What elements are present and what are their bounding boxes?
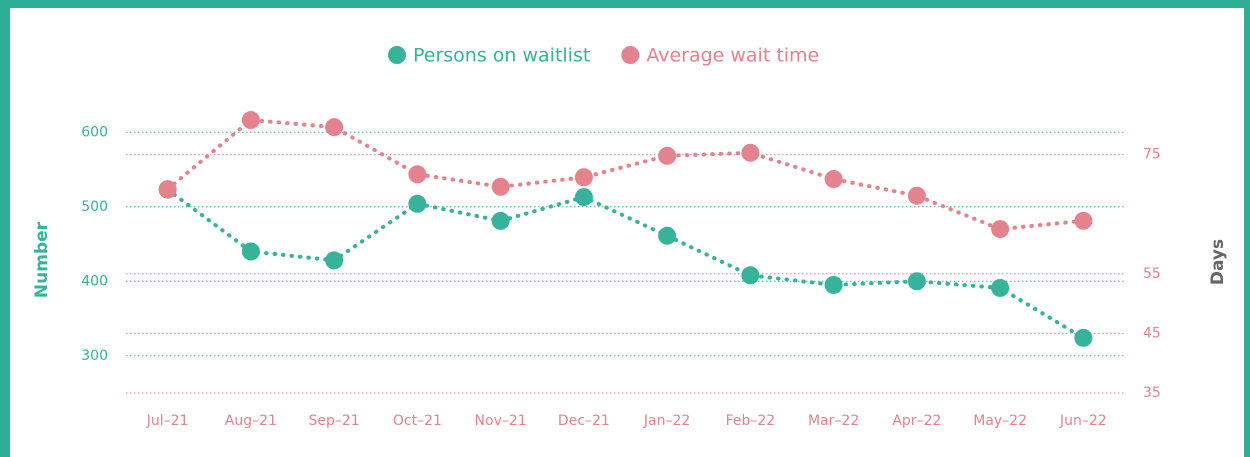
x-tick-label: Jan–22 [643,413,690,429]
data-point [991,278,1010,297]
series-line [165,117,1086,232]
x-tick-label: Feb–22 [726,413,776,429]
frame-left [0,0,10,457]
x-tick-label: Mar–22 [808,413,859,429]
data-point [824,275,843,294]
data-point [158,180,177,199]
y-axis-label: Number [32,221,52,298]
data-point [991,220,1010,239]
data-point [824,170,843,189]
data-point [741,143,760,162]
x-tick-label: Nov–21 [475,413,527,429]
data-point [491,177,510,196]
legend-label: Average wait time [646,45,819,67]
data-point [325,251,344,270]
y-tick-label: 500 [81,199,108,215]
frame-right [1244,0,1250,457]
y2-tick-label: 75 [1143,147,1161,163]
frame-top [0,0,1250,8]
legend-marker [388,46,406,64]
data-point [408,194,427,213]
x-tick-label: Dec–21 [558,413,610,429]
y2-tick-label: 55 [1143,266,1161,282]
data-point [741,266,760,285]
x-tick-label: Aug–21 [225,413,277,429]
y2-tick-label: 35 [1143,385,1161,401]
data-point [658,226,677,245]
data-point [907,186,926,205]
y2-tick-label: 45 [1143,325,1161,341]
x-tick-label: May–22 [973,413,1027,429]
y-tick-label: 400 [81,273,108,289]
y2-axis-label: Days [1208,239,1228,285]
x-tick-label: Jun–22 [1059,413,1107,429]
data-point [325,118,344,137]
legend-label: Persons on waitlist [413,45,590,67]
data-point [408,165,427,184]
data-point [907,272,926,291]
x-tick-label: Sep–21 [309,413,360,429]
data-point [491,211,510,230]
data-point [241,111,260,130]
y-tick-label: 600 [81,124,108,140]
legend-marker [621,46,640,64]
data-point [1074,328,1093,347]
data-point [658,146,677,165]
data-point [574,168,593,187]
x-tick-label: Jul–21 [146,413,189,429]
data-point [1074,211,1093,230]
x-tick-label: Oct–21 [393,413,442,429]
x-tick-label: Apr–22 [892,413,941,429]
data-point [574,188,593,207]
y-tick-label: 300 [81,348,108,364]
data-point [241,242,260,261]
series-line [165,187,1086,340]
